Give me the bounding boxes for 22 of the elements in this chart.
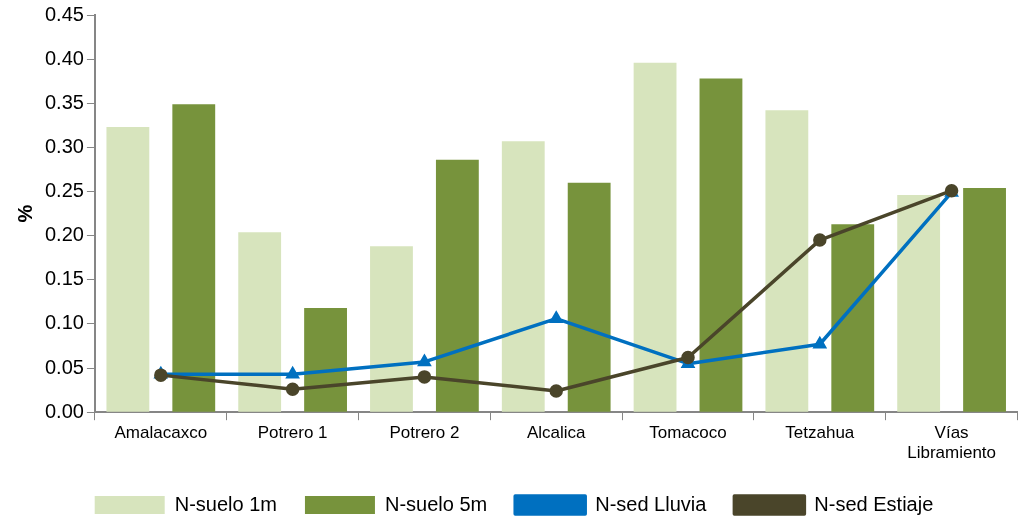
- y-axis-title: %: [13, 204, 36, 223]
- legend-label: N-sed Estiaje: [814, 492, 934, 515]
- x-tick-label: Tetzahua: [785, 423, 855, 443]
- y-tick-label: 0.45: [44, 2, 84, 25]
- x-tick-label: Tomacoco: [649, 423, 727, 443]
- legend-label: N-sed Lluvia: [595, 492, 708, 515]
- x-tick-label: Amalacaxco: [114, 423, 208, 443]
- y-tick-label: 0.15: [44, 267, 84, 290]
- y-tick-label: 0.40: [44, 46, 84, 69]
- y-tick-label: 0.20: [44, 223, 84, 246]
- y-tick-label: 0.10: [44, 311, 84, 334]
- legend-label: N-suelo 1m: [174, 492, 277, 515]
- y-tick-label: 0.05: [44, 355, 84, 378]
- legend-label: N-suelo 5m: [384, 492, 488, 515]
- y-tick-label: 0.35: [44, 90, 84, 113]
- x-tick-label: Alcalica: [526, 423, 587, 443]
- x-tick-label: Potrero 1: [257, 423, 328, 443]
- x-tick-label: Vías Libramiento: [907, 423, 997, 463]
- y-tick-label: 0.30: [44, 134, 84, 157]
- y-tick-label: 0.00: [44, 399, 84, 422]
- y-tick-label: 0.25: [44, 179, 84, 202]
- x-tick-label: Potrero 2: [389, 423, 460, 443]
